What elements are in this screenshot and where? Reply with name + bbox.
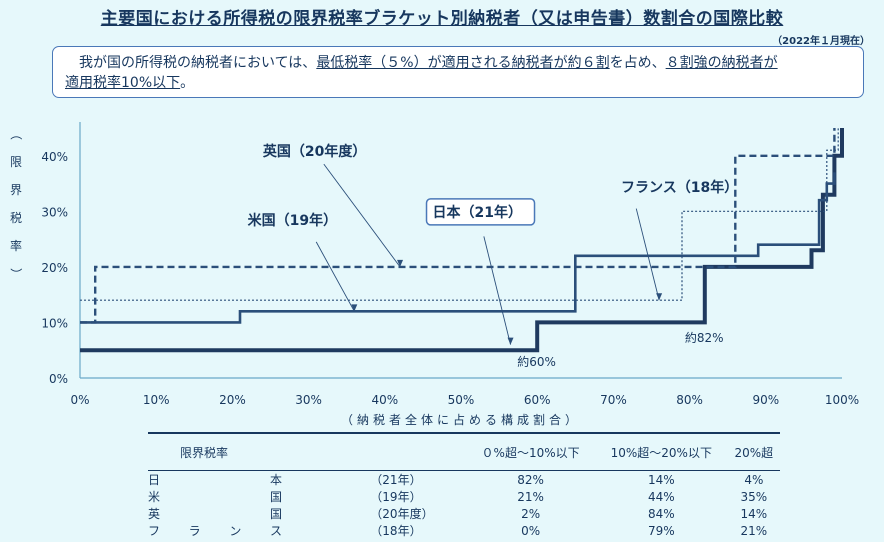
- rate-table: 限界税率 ０%超～10%以下 10%超～20%以下 20%超 日本（21年） 82…: [148, 432, 780, 539]
- chart-annotations: 英国（20年度） 米国（19年） 日本（21年） フランス（18年） 約60% 約82%: [248, 143, 739, 369]
- value-10-20: 79%: [647, 523, 675, 538]
- annotation-60pct: 約60%: [517, 354, 556, 369]
- x-tick-label: 30%: [295, 393, 322, 407]
- value-0-10: 0%: [521, 523, 541, 538]
- x-tick-label: 80%: [676, 393, 703, 407]
- country-name: 米国: [148, 488, 288, 505]
- table-header-0-10: ０%超～10%以下: [466, 434, 595, 471]
- y-tick-label: 30%: [41, 205, 68, 219]
- country-name-char: ス: [269, 524, 282, 538]
- x-tick-label: 10%: [143, 393, 170, 407]
- x-tick-label: 100%: [825, 393, 859, 407]
- x-axis-label: （納税者全体に占める構成割合）: [341, 412, 581, 427]
- country-name-char: 英: [148, 507, 161, 521]
- country-name: 英国: [148, 505, 288, 522]
- country-name-char: 国: [269, 490, 282, 504]
- leader-arrow-3: [656, 293, 663, 301]
- table-row: 米国（19年） 21% 44% 35%: [148, 488, 780, 505]
- country-name-char: 日: [148, 473, 161, 487]
- x-tick-label: 50%: [448, 393, 475, 407]
- country-name-char: 本: [269, 473, 282, 487]
- y-axis-label-char: 税: [10, 211, 22, 225]
- leader-line-0: [323, 163, 401, 268]
- value-over-20: 21%: [740, 523, 768, 538]
- leader-line-2: [483, 236, 511, 345]
- country-name-char: ン: [229, 524, 242, 538]
- step-chart: 0% 10% 20% 30% 40% 0% 10% 20% 30% 40% 50% 60% 70% 80%…: [9, 122, 859, 427]
- leader-arrow-0: [397, 259, 404, 267]
- table-header-10-20: 10%超～20%以下: [594, 434, 728, 471]
- x-tick-label: 90%: [752, 393, 779, 407]
- country-name-char: 米: [148, 490, 161, 504]
- country-name-char: フ: [148, 524, 161, 538]
- series-line-3: [80, 128, 839, 301]
- series-line-0: [80, 128, 844, 353]
- summary-text-1: 我が国の所得税の納税者においては、: [79, 55, 317, 71]
- annotation-france: フランス（18年）: [621, 179, 738, 196]
- value-over-20: 14%: [740, 506, 768, 521]
- value-10-20: 14%: [647, 472, 675, 487]
- summary-highlight-2: ８割強の納税者が: [665, 55, 778, 71]
- value-10-20: 44%: [647, 489, 675, 504]
- value-0-10: 21%: [517, 489, 544, 504]
- value-0-10: 2%: [521, 506, 541, 521]
- country-year: （21年）: [370, 473, 422, 487]
- annotation-us: 米国（19年）: [248, 212, 337, 229]
- value-over-20: 4%: [744, 472, 764, 487]
- x-tick-label: 0%: [70, 393, 89, 407]
- y-axis-label-char: 率: [10, 238, 22, 253]
- date-note: （2022年１月現在）: [772, 36, 870, 47]
- country-name-char: ラ: [188, 524, 201, 538]
- y-axis-label-char: （: [9, 128, 23, 140]
- leader-arrow-2: [507, 337, 514, 345]
- table-row: フ ラ ン ス （18年） 0% 79% 21%: [148, 522, 780, 539]
- leader-arrow-1: [351, 304, 358, 312]
- summary-highlight-1: 最低税率（５%）が適用される納税者が約６割: [316, 55, 610, 71]
- series-line-1: [80, 172, 836, 324]
- y-tick-label: 0%: [49, 372, 68, 386]
- country-year: （19年）: [370, 490, 422, 504]
- value-over-20: 35%: [740, 489, 768, 504]
- chart-axes: 0% 10% 20% 30% 40% 0% 10% 20% 30% 40% 50% 60% 70% 80%…: [9, 122, 859, 427]
- annotation-82pct: 約82%: [685, 330, 724, 345]
- country-year: （18年）: [370, 524, 422, 538]
- y-tick-label: 10%: [41, 316, 68, 330]
- table-row: 英国（20年度） 2% 84% 14%: [148, 505, 780, 522]
- x-tick-label: 40%: [371, 393, 398, 407]
- summary-highlight-3: 適用税率10%以下: [65, 75, 181, 91]
- y-tick-label: 20%: [41, 261, 68, 275]
- country-name: 日本: [148, 471, 288, 488]
- table-header-over-20: 20%超: [727, 434, 780, 471]
- series-line-2: [80, 128, 836, 324]
- country-name-char: 国: [269, 507, 282, 521]
- table-row: 日本（21年） 82% 14% 4%: [148, 471, 780, 489]
- value-10-20: 84%: [647, 506, 675, 521]
- y-axis-label-char: 限: [10, 155, 22, 169]
- page-title: 主要国における所得税の限界税率ブラケット別納税者（又は申告書）数割合の国際比較: [100, 9, 784, 29]
- annotation-uk: 英国（20年度）: [262, 143, 366, 160]
- summary-line-1: 我が国の所得税の納税者においては、最低税率（５%）が適用される納税者が約６割を占…: [65, 53, 851, 73]
- summary-box: 我が国の所得税の納税者においては、最低税率（５%）が適用される納税者が約６割を占…: [52, 46, 864, 98]
- y-axis-label-char: ）: [9, 268, 23, 280]
- x-tick-label: 20%: [219, 393, 246, 407]
- table-header-row: 限界税率 ０%超～10%以下 10%超～20%以下 20%超: [148, 434, 780, 471]
- summary-text-3: 。: [180, 75, 195, 91]
- summary-text-2: を占め、: [609, 55, 666, 71]
- country-year: （20年度）: [370, 507, 434, 521]
- x-tick-label: 60%: [524, 393, 551, 407]
- chart-series: [80, 128, 844, 353]
- leader-line-1: [315, 241, 355, 312]
- country-name: フランス: [148, 522, 288, 539]
- annotation-japan-box: [425, 198, 536, 226]
- y-tick-label: 40%: [41, 150, 68, 164]
- annotation-japan: 日本（21年）: [433, 204, 522, 221]
- leader-line-3: [635, 208, 660, 301]
- y-axis-label-char: 界: [10, 183, 22, 197]
- summary-line-2: 適用税率10%以下。: [65, 73, 851, 93]
- value-0-10: 82%: [517, 472, 544, 487]
- x-tick-label: 70%: [600, 393, 627, 407]
- table-header-rate: 限界税率: [148, 434, 467, 471]
